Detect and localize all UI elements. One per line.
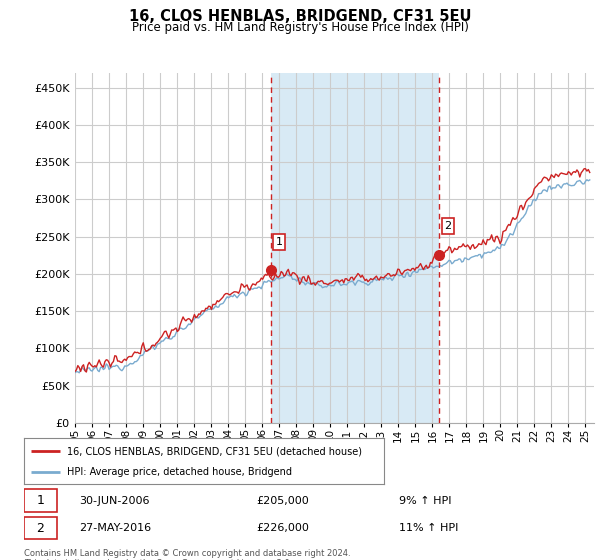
Text: 27-MAY-2016: 27-MAY-2016 xyxy=(79,523,151,533)
Text: 1: 1 xyxy=(37,494,44,507)
Text: 11% ↑ HPI: 11% ↑ HPI xyxy=(400,523,459,533)
Text: 16, CLOS HENBLAS, BRIDGEND, CF31 5EU: 16, CLOS HENBLAS, BRIDGEND, CF31 5EU xyxy=(129,9,471,24)
Text: 30-JUN-2006: 30-JUN-2006 xyxy=(79,496,150,506)
Text: 1: 1 xyxy=(275,237,283,247)
FancyBboxPatch shape xyxy=(24,517,57,539)
FancyBboxPatch shape xyxy=(24,489,57,512)
Text: 2: 2 xyxy=(445,221,452,231)
Text: 2: 2 xyxy=(37,521,44,535)
Text: £226,000: £226,000 xyxy=(256,523,309,533)
Text: Price paid vs. HM Land Registry's House Price Index (HPI): Price paid vs. HM Land Registry's House … xyxy=(131,21,469,34)
Text: £205,000: £205,000 xyxy=(256,496,308,506)
Text: Contains HM Land Registry data © Crown copyright and database right 2024.
This d: Contains HM Land Registry data © Crown c… xyxy=(24,549,350,560)
Text: HPI: Average price, detached house, Bridgend: HPI: Average price, detached house, Brid… xyxy=(67,466,292,477)
Text: 9% ↑ HPI: 9% ↑ HPI xyxy=(400,496,452,506)
Text: 16, CLOS HENBLAS, BRIDGEND, CF31 5EU (detached house): 16, CLOS HENBLAS, BRIDGEND, CF31 5EU (de… xyxy=(67,446,362,456)
Bar xyxy=(271,73,439,423)
